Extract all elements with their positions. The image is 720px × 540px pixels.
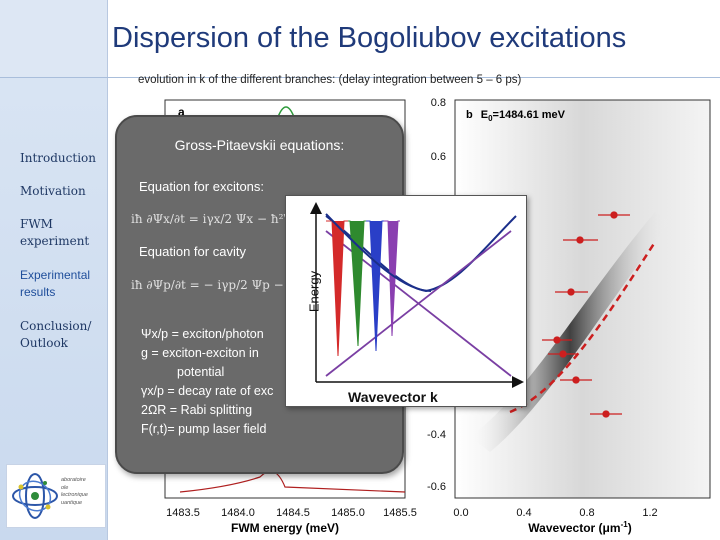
slide-subtitle: evolution in k of the different branches…	[138, 74, 522, 86]
dispersion-diagram	[310, 202, 524, 388]
sidebar-item-experimental-results[interactable]: Experimental results	[20, 268, 91, 299]
panel-a-green-trace	[277, 106, 295, 118]
x-tick-label: 1483.5	[166, 507, 200, 519]
violet-pulse	[384, 220, 400, 337]
definition-pump: F(r,t)= pump laser field	[141, 422, 267, 436]
panel-b-data-points	[542, 211, 630, 418]
logo-line: lectronique	[61, 492, 88, 498]
logo-line: aboratoire	[61, 477, 86, 483]
lpqm-logo: aboratoire ole lectronique uantique	[6, 464, 106, 528]
x-tick-label: 1484.5	[276, 507, 310, 519]
definition-g: g = exciton-exciton in	[141, 346, 259, 360]
dispersion-inset: Energy Wavevector k	[285, 195, 527, 407]
data-point	[602, 410, 610, 418]
panel-b-xlabel-text: Wavevector (μm	[528, 521, 620, 535]
y-tick-label: -0.4	[427, 429, 446, 441]
data-point	[553, 336, 561, 344]
definition-psi: Ψx/p = exciton/photon	[141, 327, 264, 341]
header-divider	[0, 77, 720, 78]
blue-pulse	[366, 220, 386, 352]
panel-a-x-ticks: 1483.5 1484.0 1484.5 1485.0 1485.5	[166, 507, 417, 519]
panel-b-xlabel-sup: -1	[621, 520, 629, 529]
logo-line: uantique	[61, 499, 83, 506]
x-tick-label: 1485.5	[383, 507, 417, 519]
logo-graphic	[12, 473, 58, 519]
y-tick-label: 0.8	[431, 97, 446, 109]
sidebar-item-fwm-experiment[interactable]: FWM experiment	[20, 217, 90, 248]
data-point	[610, 211, 618, 219]
green-pulse	[348, 220, 366, 347]
panel-b-xlabel: Wavevector (μm-1)	[528, 520, 631, 535]
red-pulse	[326, 220, 348, 357]
definition-rabi: 2ΩR = Rabi splitting	[141, 403, 253, 417]
x-tick-label: 1485.0	[331, 507, 365, 519]
cavity-heading: Equation for cavity	[139, 244, 246, 259]
panel-a-red-trace	[179, 470, 406, 493]
x-tick-label: 1484.0	[221, 507, 255, 519]
x-tick-label: 0.8	[579, 507, 594, 519]
x-tick-label: 0.0	[453, 507, 468, 519]
data-point	[572, 376, 580, 384]
gp-definitions: Ψx/p = exciton/photon g = exciton-excito…	[141, 325, 273, 439]
x-tick-label: 1.2	[642, 507, 657, 519]
panel-b-xlabel-end: )	[628, 521, 632, 535]
definition-gamma: γx/p = decay rate of exc	[141, 384, 274, 398]
y-tick-label: 0.6	[431, 151, 446, 163]
svg-text:iħ ∂Ψp/∂t = − iγp/2 Ψp − ε(∇): iħ ∂Ψp/∂t = − iγp/2 Ψp − ε(∇)	[131, 278, 311, 292]
panel-a-label: a	[178, 105, 185, 119]
sidebar-top-band	[0, 0, 107, 78]
panel-b-energy-value: =1484.61 meV	[493, 109, 566, 121]
sidebar-item-conclusion-outlook[interactable]: Conclusion/ Outlook	[20, 319, 92, 350]
panel-a-xlabel: FWM energy (meV)	[231, 521, 339, 535]
panel-b-fit-curve	[509, 241, 657, 414]
sidebar-item-motivation[interactable]: Motivation	[20, 184, 86, 198]
purple-line-2	[325, 230, 512, 377]
panel-b-energy-sub: 0	[488, 114, 493, 123]
gp-title: Gross-Pitaevskii equations:	[174, 137, 345, 153]
panel-b-label: b	[466, 109, 473, 121]
data-point	[559, 350, 567, 358]
x-tick-label: 0.4	[516, 507, 531, 519]
energy-axis-label: Energy	[306, 270, 322, 313]
wavevector-axis-label: Wavevector k	[348, 389, 438, 405]
svg-text:iħ ∂Ψx/∂t = iγx/2 Ψx − ħ²∇²/2m: iħ ∂Ψx/∂t = iγx/2 Ψx − ħ²∇²/2mx Ψ	[131, 212, 311, 226]
y-tick-label: -0.6	[427, 481, 446, 493]
lower-branch-left	[325, 213, 432, 292]
sidebar-item-introduction[interactable]: Introduction	[20, 151, 96, 165]
definition-potential: potential	[177, 365, 225, 379]
exciton-equation: iħ ∂Ψx/∂t = iγx/2 Ψx − ħ²∇²/2mx Ψ	[131, 212, 311, 226]
logo-text: aboratoire ole lectronique uantique	[61, 477, 88, 507]
data-point	[567, 288, 575, 296]
sidebar	[0, 0, 108, 540]
panel-b-x-ticks: 0.0 0.4 0.8 1.2	[453, 507, 657, 519]
panel-b-y-ticks: 0.8 0.6 -0.4 -0.6	[427, 97, 446, 493]
page-title: Dispersion of the Bogoliubov excitations	[112, 22, 627, 54]
panel-b-energy-symbol: E	[481, 109, 488, 121]
cavity-equation: iħ ∂Ψp/∂t = − iγp/2 Ψp − ε(∇)	[131, 278, 311, 292]
panel-b-header: b E0=1484.61 meV	[466, 109, 566, 123]
data-point	[576, 236, 584, 244]
logo-line: ole	[61, 484, 69, 491]
excitons-heading: Equation for excitons:	[139, 179, 265, 194]
